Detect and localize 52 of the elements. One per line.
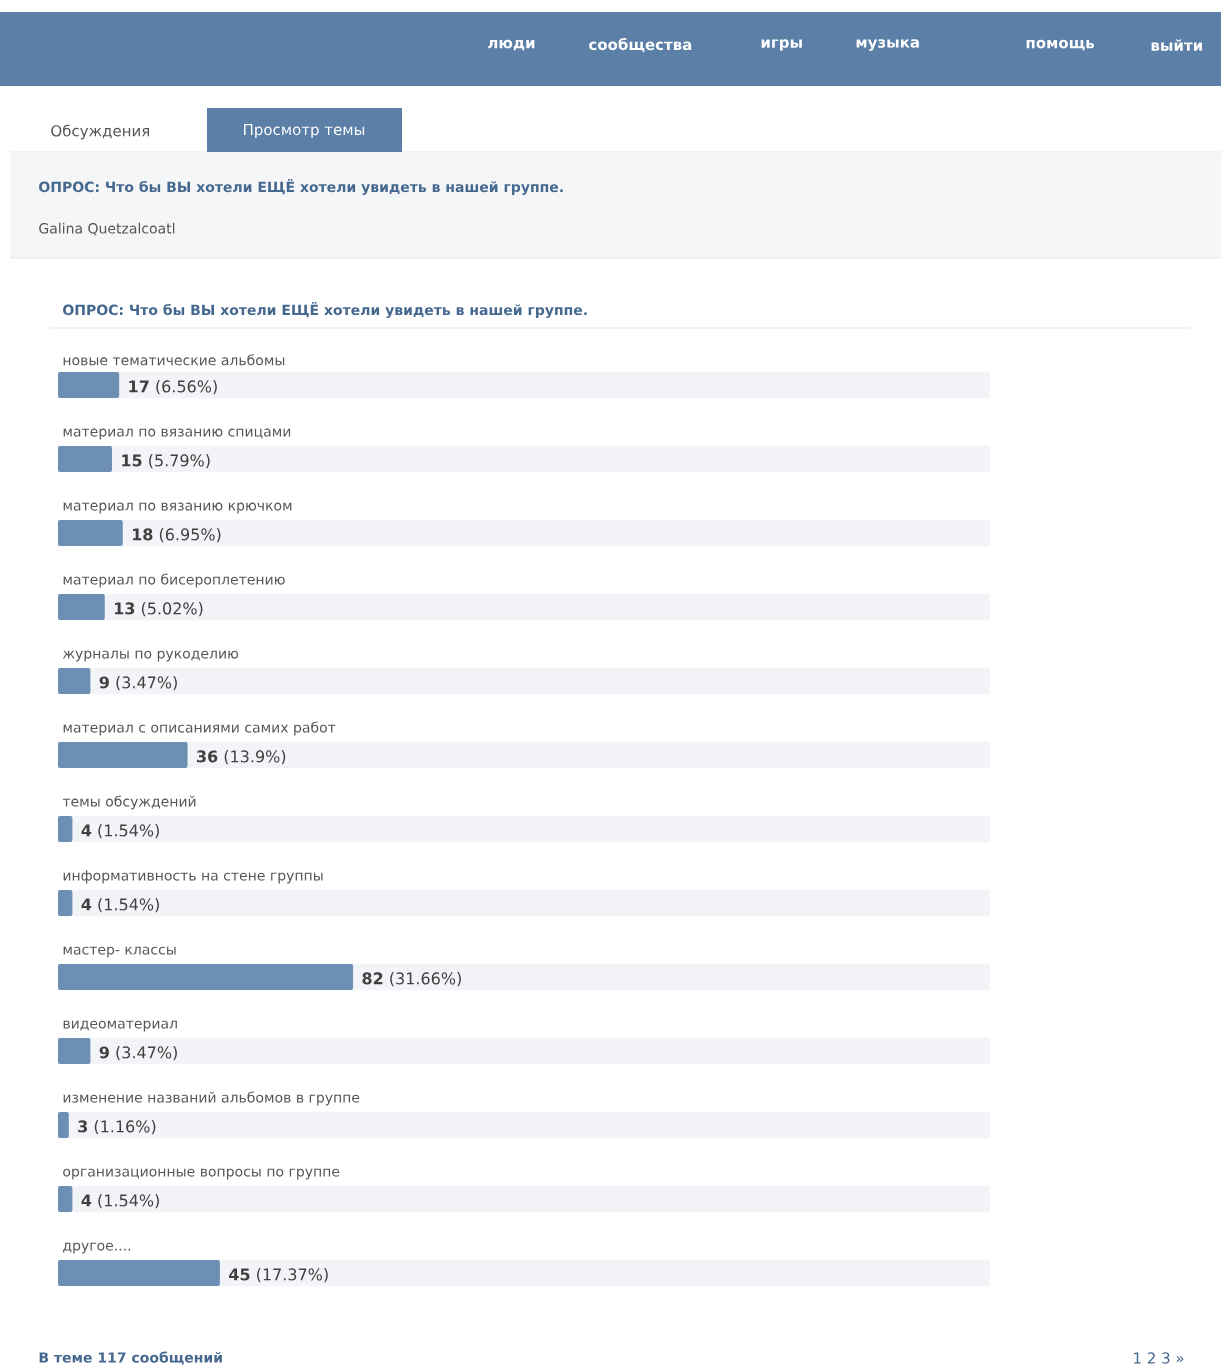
chart-title: ОПРОС: Что бы ВЫ хотели ЕЩЁ хотели увидеть в нашей группе. xyxy=(62,302,587,318)
bar xyxy=(57,668,91,695)
data-label: 4 (1.54%) xyxy=(81,824,159,839)
y-tick-label: мастер- классы xyxy=(63,946,176,958)
bar xyxy=(57,372,119,399)
text: В теме 117 сообщений xyxy=(39,1351,222,1365)
bar xyxy=(57,890,73,917)
data-label: 4 (1.54%) xyxy=(81,898,159,913)
text: люди xyxy=(488,39,535,51)
y-tick-label: другое.... xyxy=(62,1242,130,1254)
y-tick-label: материал по вязанию крючком xyxy=(63,502,292,514)
data-label: 82 (31.66%) xyxy=(362,972,461,987)
y-tick-label: материал с описаниями самих работ xyxy=(63,721,336,736)
data-label: 9 (3.47%) xyxy=(99,1046,177,1061)
data-label: 45 (17.37%) xyxy=(228,1268,328,1283)
data-label: 4 (1.54%) xyxy=(81,1194,159,1209)
bar xyxy=(57,1112,69,1139)
text: ОПРОС: Что бы ВЫ хотели ЕЩЁ хотели увидеть в нашей группе. xyxy=(38,179,563,195)
y-tick-label: материал по бисероплетению xyxy=(63,573,285,588)
bar xyxy=(57,1260,220,1287)
text: сообщества xyxy=(588,38,691,52)
text: игры xyxy=(761,39,802,51)
y-tick-label: информативность на стене группы xyxy=(63,870,323,884)
y-tick-label: темы обсуждений xyxy=(62,795,196,810)
data-label: 18 (6.95%) xyxy=(132,528,221,543)
y-tick-label: изменение названий альбомов в группе xyxy=(63,1091,360,1106)
data-label: 9 (3.47%) xyxy=(99,676,177,691)
text: Обсуждения xyxy=(51,124,149,140)
text: 1 2 3 » xyxy=(1133,1352,1184,1364)
y-tick-label: организационные вопросы по группе xyxy=(63,1168,340,1180)
text: музыка xyxy=(856,39,919,51)
y-tick-label: журналы по рукоделию xyxy=(62,650,238,662)
y-tick-label: видеоматериал xyxy=(63,1020,177,1032)
data-label: 15 (5.79%) xyxy=(122,454,210,469)
bar xyxy=(57,742,188,769)
text: помощь xyxy=(1026,39,1094,51)
text: Просмотр темы xyxy=(243,124,364,139)
text: Galina Quetzalcoatl xyxy=(39,222,175,236)
bar xyxy=(57,816,73,843)
bar xyxy=(57,1186,73,1213)
data-label: 3 (1.16%) xyxy=(78,1120,156,1135)
bar xyxy=(57,594,105,621)
y-tick-label: новые тематические альбомы xyxy=(63,354,284,366)
bar xyxy=(57,446,112,473)
data-label: 13 (5.02%) xyxy=(114,602,203,617)
data-label: 17 (6.56%) xyxy=(129,380,217,395)
bar xyxy=(57,520,123,547)
text: выйти xyxy=(1151,39,1202,51)
data-label: 36 (13.9%) xyxy=(196,750,286,765)
bar xyxy=(57,1038,91,1065)
y-tick-label: материал по вязанию спицами xyxy=(63,428,290,440)
bar xyxy=(57,964,353,991)
